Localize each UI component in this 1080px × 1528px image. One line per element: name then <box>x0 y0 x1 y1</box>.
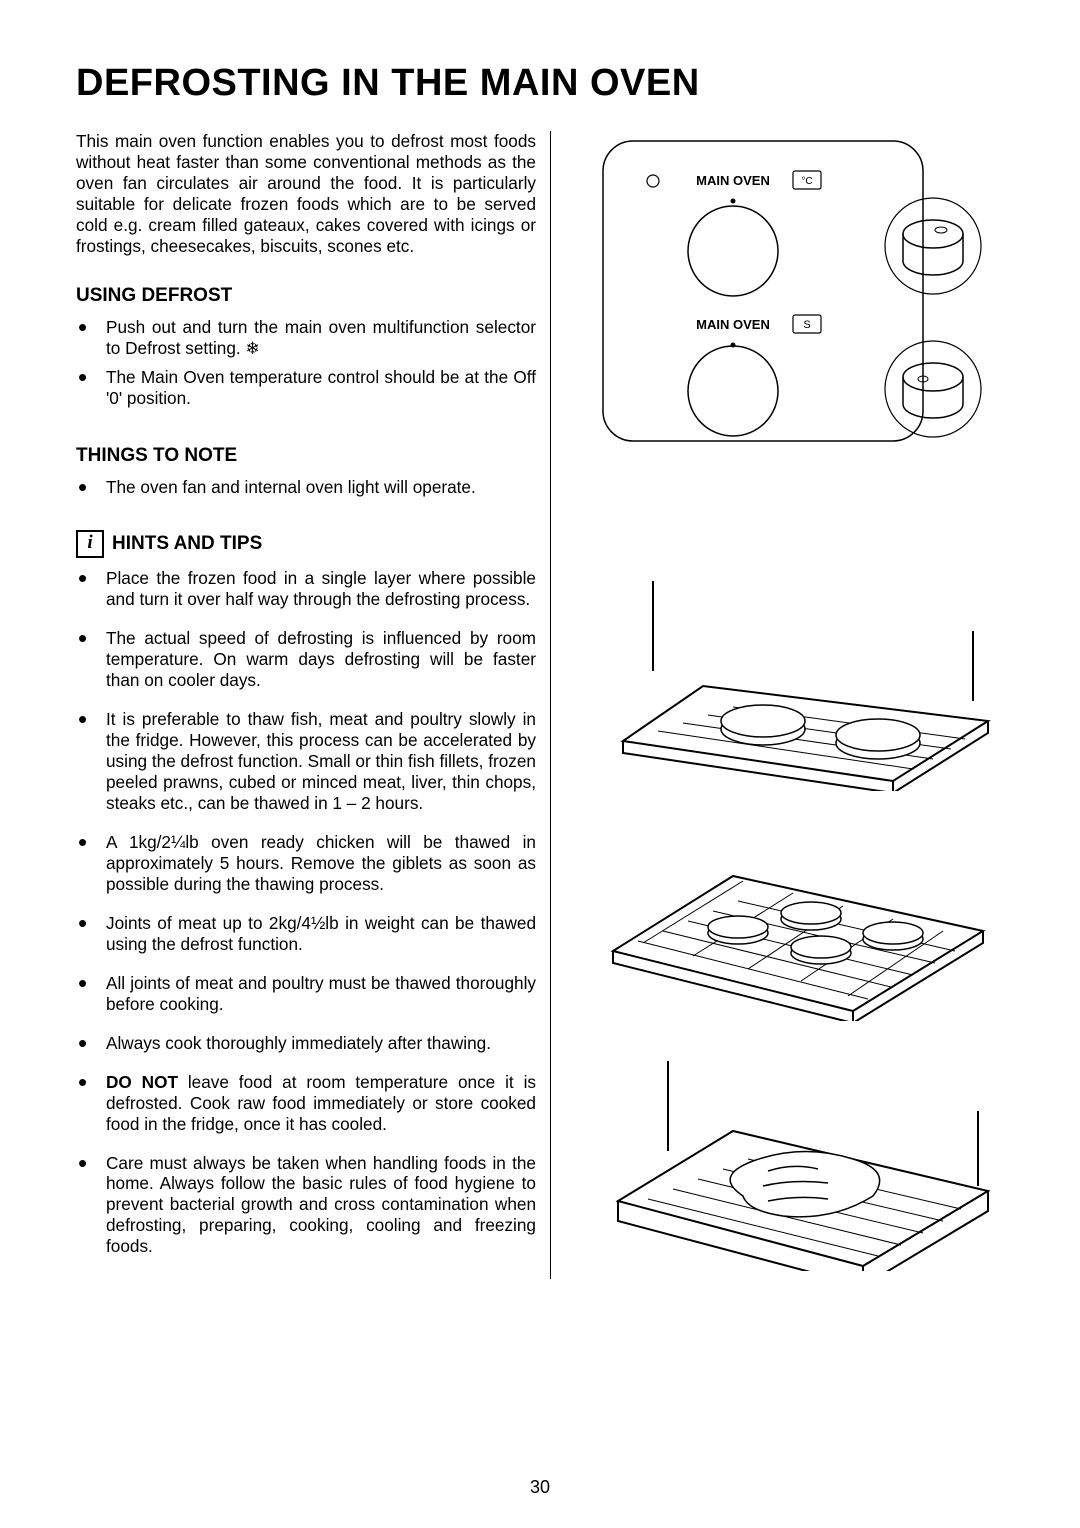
list-item: Care must always be taken when handling … <box>76 1153 536 1258</box>
things-to-note-list: The oven fan and internal oven light wil… <box>76 477 536 498</box>
list-item: The oven fan and internal oven light wil… <box>76 477 536 498</box>
oven-shelf-four-illustration <box>593 821 993 1021</box>
list-item: All joints of meat and poultry must be t… <box>76 973 536 1015</box>
s-label: S <box>803 319 810 331</box>
things-to-note-heading: THINGS TO NOTE <box>76 445 536 467</box>
list-item: The Main Oven temperature control should… <box>76 367 536 409</box>
list-item: It is preferable to thaw fish, meat and … <box>76 709 536 814</box>
main-oven-label-2: MAIN OVEN <box>696 317 770 332</box>
degc-label: °C <box>801 176 812 187</box>
hints-heading-text: HINTS AND TIPS <box>112 533 262 555</box>
oven-tray-roast-illustration <box>593 1051 993 1271</box>
list-item: DO NOT leave food at room temperature on… <box>76 1072 536 1135</box>
list-item: Always cook thoroughly immediately after… <box>76 1033 536 1054</box>
using-defrost-list: Push out and turn the main oven multifun… <box>76 317 536 409</box>
left-column: This main oven function enables you to d… <box>76 131 551 1279</box>
list-item: Push out and turn the main oven multifun… <box>76 317 536 359</box>
list-item: A 1kg/2¼lb oven ready chicken will be th… <box>76 832 536 895</box>
list-item: Joints of meat up to 2kg/4½lb in weight … <box>76 913 536 955</box>
hints-heading: i HINTS AND TIPS <box>76 530 536 558</box>
page-number: 30 <box>0 1477 1080 1498</box>
main-oven-label: MAIN OVEN <box>696 173 770 188</box>
using-defrost-heading: USING DEFROST <box>76 285 536 307</box>
content-columns: This main oven function enables you to d… <box>76 131 1004 1279</box>
list-item: Place the frozen food in a single layer … <box>76 568 536 610</box>
intro-paragraph: This main oven function enables you to d… <box>76 131 536 257</box>
control-panel-illustration: MAIN OVEN °C MAIN OVEN S <box>593 131 993 451</box>
oven-shelf-two-illustration <box>593 571 993 791</box>
page-title: DEFROSTING IN THE MAIN OVEN <box>76 62 1004 105</box>
hints-list: Place the frozen food in a single layer … <box>76 568 536 1258</box>
info-icon: i <box>76 530 104 558</box>
right-column: MAIN OVEN °C MAIN OVEN S <box>551 131 1004 1279</box>
list-item: The actual speed of defrosting is influe… <box>76 628 536 691</box>
